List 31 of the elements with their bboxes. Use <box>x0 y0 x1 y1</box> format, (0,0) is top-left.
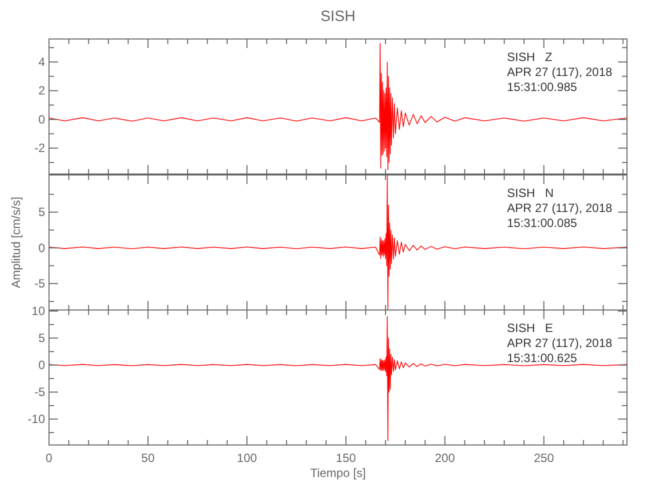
y-tick-label: -10 <box>28 412 46 426</box>
x-tick-label: 100 <box>236 451 258 465</box>
annotation: 15:31:00.985 <box>507 80 578 94</box>
y-axis-title: Amplitud [cm/s/s] <box>9 196 23 288</box>
annotation: 15:31:00.085 <box>507 216 578 230</box>
y-tick-label: 0 <box>38 358 46 372</box>
x-axis-title: Tiempo [s] <box>310 466 366 480</box>
annotation: SISH N <box>507 186 554 200</box>
x-tick-label: 150 <box>336 451 356 465</box>
y-tick-label: 10 <box>32 304 46 318</box>
y-tick-label: -5 <box>34 276 46 291</box>
y-tick-label: 5 <box>38 331 46 346</box>
annotation: SISH E <box>507 321 554 335</box>
y-tick-label: 5 <box>38 205 46 220</box>
chart-title: SISH <box>320 8 356 25</box>
annotation: APR 27 (117), 2018 <box>507 336 612 350</box>
annotation: 15:31:00.625 <box>507 351 578 365</box>
x-tick-label: 50 <box>141 451 155 465</box>
line-series <box>49 316 627 442</box>
y-tick-label: 2 <box>38 84 46 98</box>
x-tick-label: 250 <box>534 451 554 465</box>
y-tick-label: 4 <box>38 54 46 69</box>
y-tick-label: 0 <box>38 112 46 126</box>
annotation: SISH Z <box>507 50 552 64</box>
annotation: APR 27 (117), 2018 <box>507 201 612 215</box>
line-series <box>49 42 627 170</box>
x-tick-label: 200 <box>434 451 456 465</box>
annotation: APR 27 (117), 2018 <box>507 65 612 79</box>
y-tick-label: -2 <box>34 141 46 156</box>
y-tick-label: 0 <box>38 240 46 255</box>
y-tick-label: -5 <box>34 385 46 400</box>
